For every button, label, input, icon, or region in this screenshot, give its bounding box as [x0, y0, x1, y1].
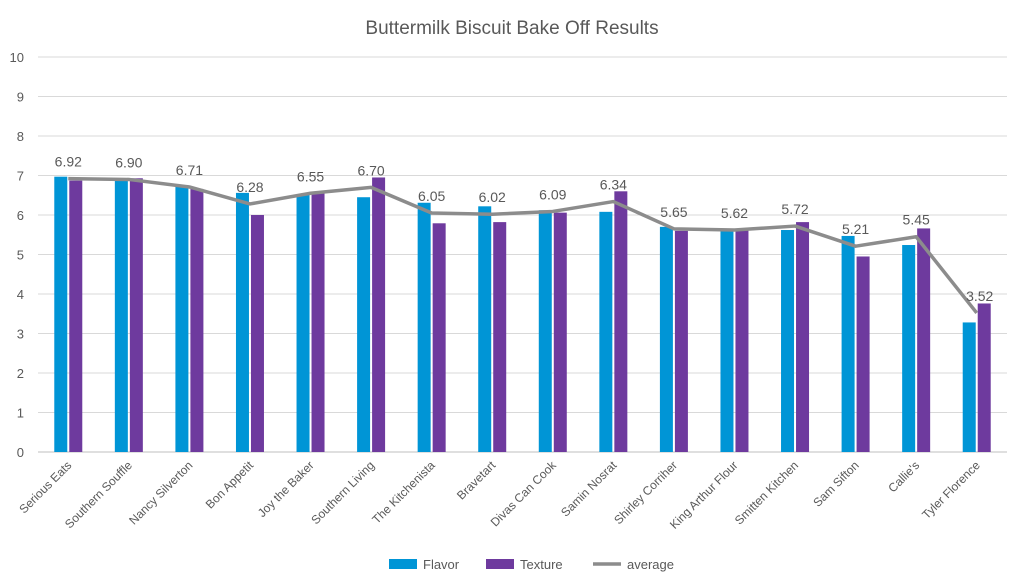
legend-label: Texture — [520, 557, 563, 572]
bar-flavor — [841, 235, 855, 452]
data-label: 6.90 — [115, 154, 142, 170]
data-label: 6.71 — [176, 162, 203, 178]
data-label: 5.65 — [660, 204, 687, 220]
bar-flavor — [235, 192, 249, 452]
bar-texture — [614, 191, 628, 453]
bar-flavor — [720, 230, 734, 452]
bar-texture — [977, 303, 991, 452]
x-tick-label: Smitten Kitchen — [732, 458, 801, 527]
legend-swatch-texture — [486, 559, 514, 569]
bar-texture — [917, 228, 931, 452]
bar-flavor — [114, 180, 128, 452]
bar-texture — [190, 188, 204, 452]
bar-flavor — [902, 245, 916, 452]
bar-flavor — [538, 210, 552, 452]
bar-texture — [493, 222, 507, 452]
data-label: 6.70 — [357, 162, 384, 178]
y-tick-label: 10 — [10, 50, 24, 65]
y-tick-label: 2 — [17, 366, 24, 381]
y-tick-label: 1 — [17, 406, 24, 421]
bar-texture — [553, 212, 567, 452]
y-tick-label: 4 — [17, 287, 24, 302]
x-tick-label: The Kitchenista — [369, 458, 438, 527]
data-label: 6.34 — [600, 177, 627, 193]
legend-swatch-flavor — [389, 559, 417, 569]
data-label: 6.05 — [418, 188, 445, 204]
x-tick-label: Tyler Florence — [919, 458, 983, 522]
average-line — [68, 176, 979, 315]
y-tick-label: 0 — [17, 445, 24, 460]
data-label: 6.55 — [297, 168, 324, 184]
data-label: 6.02 — [479, 189, 506, 205]
x-tick-label: Sam Sifton — [810, 458, 861, 509]
bar-texture — [796, 222, 810, 452]
bar-texture — [250, 215, 264, 452]
x-tick-label: Divas Can Cook — [488, 458, 560, 530]
y-tick-label: 9 — [17, 90, 24, 105]
legend-label: average — [627, 557, 674, 572]
bar-flavor — [962, 322, 976, 452]
bar-flavor — [478, 206, 492, 452]
bar-flavor — [175, 184, 189, 453]
data-label: 6.92 — [55, 154, 82, 170]
y-tick-label: 5 — [17, 248, 24, 263]
x-tick-label: Shirley Corriher — [611, 458, 680, 527]
y-tick-label: 3 — [17, 327, 24, 342]
data-label: 5.62 — [721, 205, 748, 221]
bar-texture — [735, 230, 749, 452]
bar-flavor — [659, 226, 673, 452]
bar-texture — [674, 230, 688, 452]
x-tick-label: Callie's — [885, 458, 922, 495]
bar-flavor — [296, 194, 310, 452]
legend-label: Flavor — [423, 557, 460, 572]
x-tick-label: Southern Living — [308, 458, 377, 527]
bar-texture — [129, 178, 143, 452]
bar-flavor — [599, 211, 613, 452]
bar-texture — [311, 192, 325, 453]
y-tick-label: 8 — [17, 129, 24, 144]
x-tick-label: Joy the Baker — [255, 458, 317, 520]
bar-texture — [432, 223, 446, 452]
data-label: 5.21 — [842, 221, 869, 237]
x-tick-label: Bon Appetit — [203, 458, 257, 512]
bar-flavor — [417, 202, 431, 452]
bar-texture — [372, 177, 386, 452]
x-tick-label: Serious Eats — [16, 458, 74, 516]
bar-texture — [856, 256, 870, 452]
data-label: 6.09 — [539, 186, 566, 202]
bar-texture — [69, 180, 83, 452]
x-tick-label: Bravetart — [454, 458, 499, 503]
chart-title: Buttermilk Biscuit Bake Off Results — [365, 18, 658, 39]
data-label: 5.72 — [781, 201, 808, 217]
bar-flavor — [781, 230, 795, 452]
x-tick-label: Samin Nosrat — [558, 458, 620, 520]
data-label: 6.28 — [236, 179, 263, 195]
x-tick-label: Nancy Silverton — [126, 458, 195, 527]
bar-flavor — [54, 176, 68, 452]
data-label: 5.45 — [903, 212, 930, 228]
data-label: 3.52 — [966, 288, 993, 304]
y-tick-label: 7 — [17, 169, 24, 184]
y-tick-label: 6 — [17, 208, 24, 223]
bar-flavor — [357, 197, 371, 452]
